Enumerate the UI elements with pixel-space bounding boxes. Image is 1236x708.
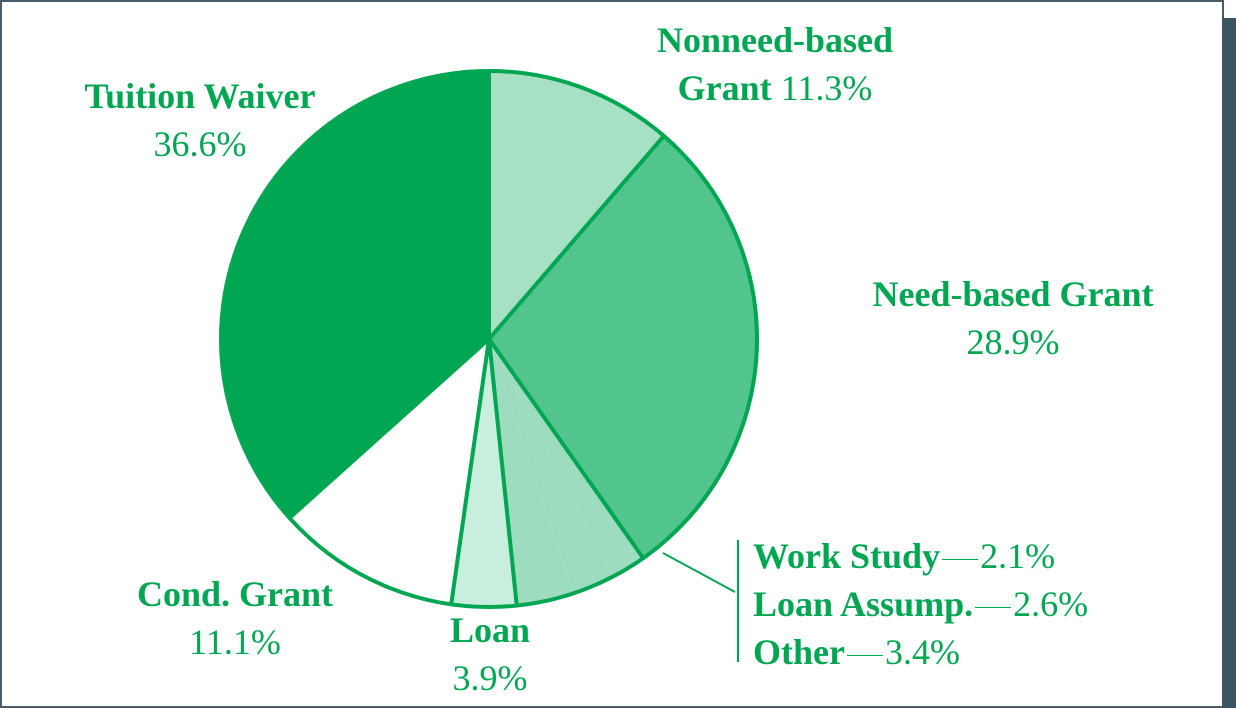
pie-slice	[489, 339, 644, 577]
value-label: 2.1%	[980, 536, 1056, 576]
category-name: Tuition Waiver	[84, 76, 316, 116]
slice-border	[449, 338, 491, 605]
category-name: Nonneed-based Grant	[656, 20, 894, 108]
category-name: Work Study	[753, 536, 941, 576]
frame-shadow	[1222, 18, 1236, 708]
value-label: 28.9%	[966, 322, 1060, 362]
slice-label: Loan Assump. 2.6%	[753, 580, 1088, 628]
category-name: Cond. Grant	[136, 574, 334, 614]
pie-outline	[219, 69, 759, 609]
pie-slice	[489, 71, 664, 339]
category-name: Other	[753, 632, 845, 672]
slice-label: Other 3.4%	[753, 628, 960, 676]
value-label: 11.1%	[189, 622, 281, 662]
category-name: Need-based Grant	[872, 274, 1154, 314]
dash	[846, 655, 883, 657]
slice-label: Loan 3.9%	[390, 606, 590, 702]
value-label: 11.3%	[780, 68, 873, 108]
category-name: Loan Assump.	[753, 584, 974, 624]
slice-border	[487, 134, 666, 341]
slice-label: Work Study 2.1%	[753, 532, 1055, 580]
slice-border	[288, 337, 491, 520]
pie-slice	[289, 339, 489, 605]
slice-border	[487, 338, 519, 606]
pie-slice	[489, 339, 614, 594]
pie-slice	[221, 71, 489, 518]
dash	[942, 559, 979, 561]
pie-slice	[451, 339, 517, 607]
slice-label: Cond. Grant 11.1%	[85, 570, 385, 666]
value-label: 36.6%	[153, 124, 247, 164]
slice-label: Nonneed-based Grant 11.3%	[625, 16, 925, 112]
value-label: 2.6%	[1013, 584, 1089, 624]
slice-label: Tuition Waiver 36.6%	[50, 72, 350, 168]
pie-slice	[489, 135, 757, 559]
slice-border	[487, 337, 645, 560]
value-label: 3.9%	[452, 658, 528, 698]
dash	[975, 607, 1012, 609]
value-label: 3.4%	[884, 632, 960, 672]
leader-line	[662, 552, 736, 593]
slice-label: Need-based Grant 28.9%	[838, 270, 1188, 366]
category-name: Loan	[449, 610, 531, 650]
